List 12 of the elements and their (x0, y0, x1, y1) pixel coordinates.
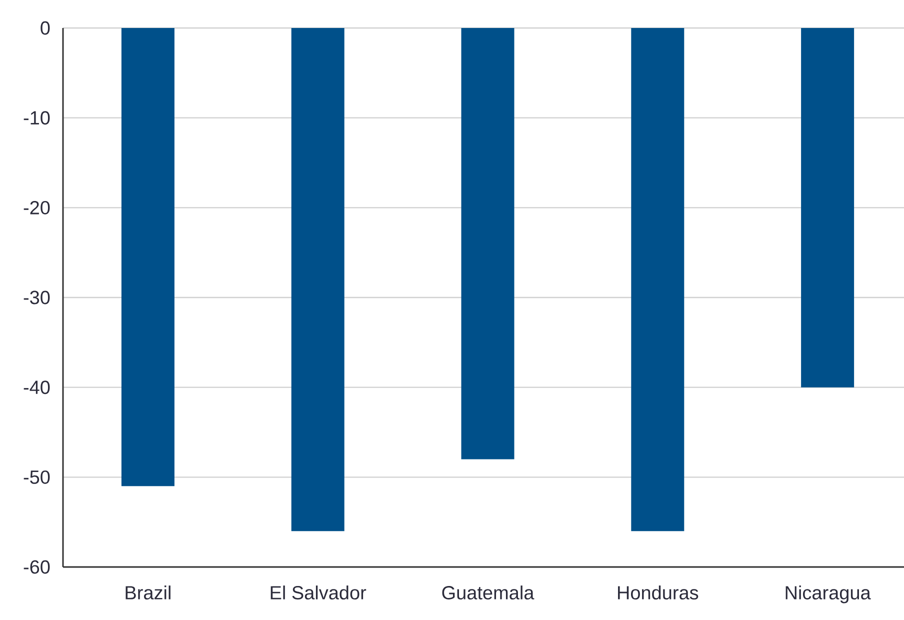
y-tick-label: -60 (24, 560, 50, 574)
x-tick-label: El Salvador (270, 586, 366, 600)
y-tick-label: -10 (24, 111, 50, 125)
x-tick-label: Nicaragua (786, 586, 871, 604)
y-tick-label: -50 (24, 470, 50, 484)
x-tick-label: Brazil (126, 586, 170, 600)
x-tick-label: Guatemala (442, 586, 534, 600)
y-tick-label: 0 (40, 21, 50, 35)
y-tick-label: -40 (24, 380, 50, 394)
y-tick-label: -20 (24, 200, 50, 214)
x-tick-label: Honduras (618, 586, 698, 600)
y-tick-label: -30 (24, 290, 50, 304)
